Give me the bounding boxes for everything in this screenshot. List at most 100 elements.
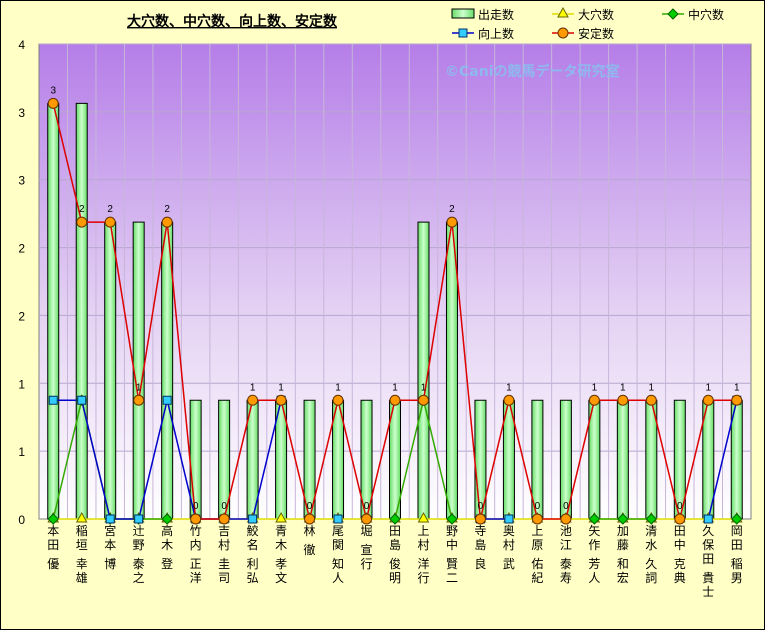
x-tick-label-char: 村	[218, 538, 230, 552]
x-tick-label-char: 保	[702, 538, 714, 552]
marker-安定数	[304, 513, 316, 525]
x-tick-label-char: 俊	[389, 556, 401, 571]
marker-向上数	[134, 514, 144, 524]
x-tick-label-char: 男	[731, 571, 743, 585]
data-label: 0	[677, 501, 683, 512]
x-tick-label-char: 寺	[474, 524, 486, 538]
x-tick-label-char: 島	[474, 537, 486, 552]
data-label: 3	[50, 85, 56, 96]
x-tick-label-char: 堀	[361, 523, 373, 538]
x-tick-label-char: 池	[560, 524, 572, 538]
x-tick-label-char: 徹	[304, 542, 316, 557]
bar-出走数	[75, 102, 88, 520]
x-tick-label-char: 岡	[731, 524, 743, 538]
data-label: 0	[535, 501, 541, 512]
x-tick-label-char: 武	[503, 557, 515, 571]
data-label: 0	[563, 501, 569, 512]
x-tick-label-char: 泰	[133, 557, 145, 571]
marker-大穴数	[417, 511, 430, 523]
legend-label: 出走数	[478, 7, 514, 22]
x-tick-label-char: 人	[588, 571, 600, 585]
x-tick-label-char: 村	[417, 538, 429, 552]
marker-安定数	[76, 216, 88, 228]
data-label: 1	[649, 382, 655, 393]
y-tick-label: 4	[18, 38, 25, 52]
watermark: ©Caniの競馬データ研究室	[445, 63, 620, 80]
x-tick-label-char: 人	[332, 571, 344, 585]
legend-label: 中穴数	[688, 7, 724, 22]
x-tick-label-char: 加	[617, 524, 629, 538]
x-tick-label-char: 稲	[76, 524, 88, 538]
x-tick-label-char: 辻	[133, 524, 145, 538]
x-tick-label-char: 林	[304, 524, 316, 538]
marker-安定数	[588, 394, 600, 406]
marker-中穴数	[731, 513, 743, 525]
x-tick-label-char: 登	[161, 556, 173, 571]
marker-中穴数	[446, 513, 458, 525]
x-tick-label-char: 孝	[275, 557, 287, 571]
x-tick-label-char: 本	[47, 524, 59, 538]
bar-出走数	[417, 221, 430, 520]
x-tick-label-char: 野	[133, 538, 145, 552]
x-tick-label-char: 宣	[361, 542, 373, 557]
x-tick-label-char: 内	[190, 538, 202, 552]
marker-向上数	[48, 395, 58, 405]
x-tick-label-char: 泰	[560, 557, 572, 571]
marker-安定数	[503, 394, 515, 406]
marker-中穴数	[617, 513, 629, 525]
x-tick-label-char: 清	[645, 524, 657, 538]
x-tick-label-char: 文	[275, 570, 287, 585]
x-tick-label-char: 村	[503, 538, 515, 552]
marker-安定数	[617, 394, 629, 406]
legend-label: 向上数	[478, 26, 514, 41]
x-tick-label-char: 田	[389, 524, 401, 538]
marker-安定数	[702, 394, 714, 406]
legend-marker-安定数	[557, 27, 569, 39]
x-tick-label-char: 田	[47, 538, 59, 552]
x-tick-label-char: 竹	[190, 524, 202, 538]
x-tick-label-char: 田	[674, 524, 686, 538]
marker-安定数	[47, 97, 59, 109]
data-label: 0	[364, 501, 370, 512]
x-tick-label-char: 行	[417, 571, 429, 585]
x-tick-label-char: 江	[560, 538, 572, 552]
x-tick-label-char: 利	[247, 557, 259, 571]
data-label: 1	[421, 382, 427, 393]
marker-安定数	[731, 394, 743, 406]
data-label: 2	[449, 204, 455, 215]
marker-安定数	[674, 513, 686, 525]
data-label: 1	[734, 382, 740, 393]
y-tick-label: 2	[18, 309, 25, 323]
marker-中穴数	[645, 513, 658, 525]
x-tick-label-char: 上	[531, 524, 543, 538]
data-label: 2	[107, 204, 113, 215]
marker-中穴数	[389, 513, 401, 525]
data-label: 0	[307, 501, 313, 512]
x-tick-label-char: 田	[702, 552, 714, 566]
x-tick-label-char: 洋	[417, 556, 429, 571]
y-tick-label: 0	[18, 513, 25, 527]
x-tick-label-char: 稲	[731, 557, 743, 571]
x-tick-label-char: 宮	[104, 523, 116, 538]
x-tick-label-char: 高	[161, 523, 173, 538]
x-tick-label-char: 水	[645, 538, 657, 552]
marker-安定数	[645, 394, 657, 406]
x-tick-label-char: 良	[474, 556, 486, 571]
x-tick-label-char: 青	[275, 524, 287, 538]
x-tick-label-char: 鮫	[247, 523, 259, 538]
x-tick-label-char: 明	[389, 571, 401, 585]
x-tick-label-char: 寿	[560, 571, 572, 585]
x-tick-label-char: 正	[190, 557, 202, 571]
data-label: 0	[478, 501, 484, 512]
bar-出走数	[616, 399, 629, 520]
x-tick-label-char: 雄	[76, 570, 88, 585]
x-tick-label-char: 詞	[645, 571, 657, 585]
y-tick-label: 1	[18, 445, 25, 459]
x-tick-label-char: 貴	[702, 571, 714, 585]
bar-出走数	[104, 221, 117, 520]
x-tick-label-char: 二	[446, 571, 458, 585]
legend-marker-大穴数	[557, 6, 569, 18]
x-tick-label-char: 野	[446, 524, 458, 538]
x-tick-label-char: 克	[674, 557, 686, 571]
